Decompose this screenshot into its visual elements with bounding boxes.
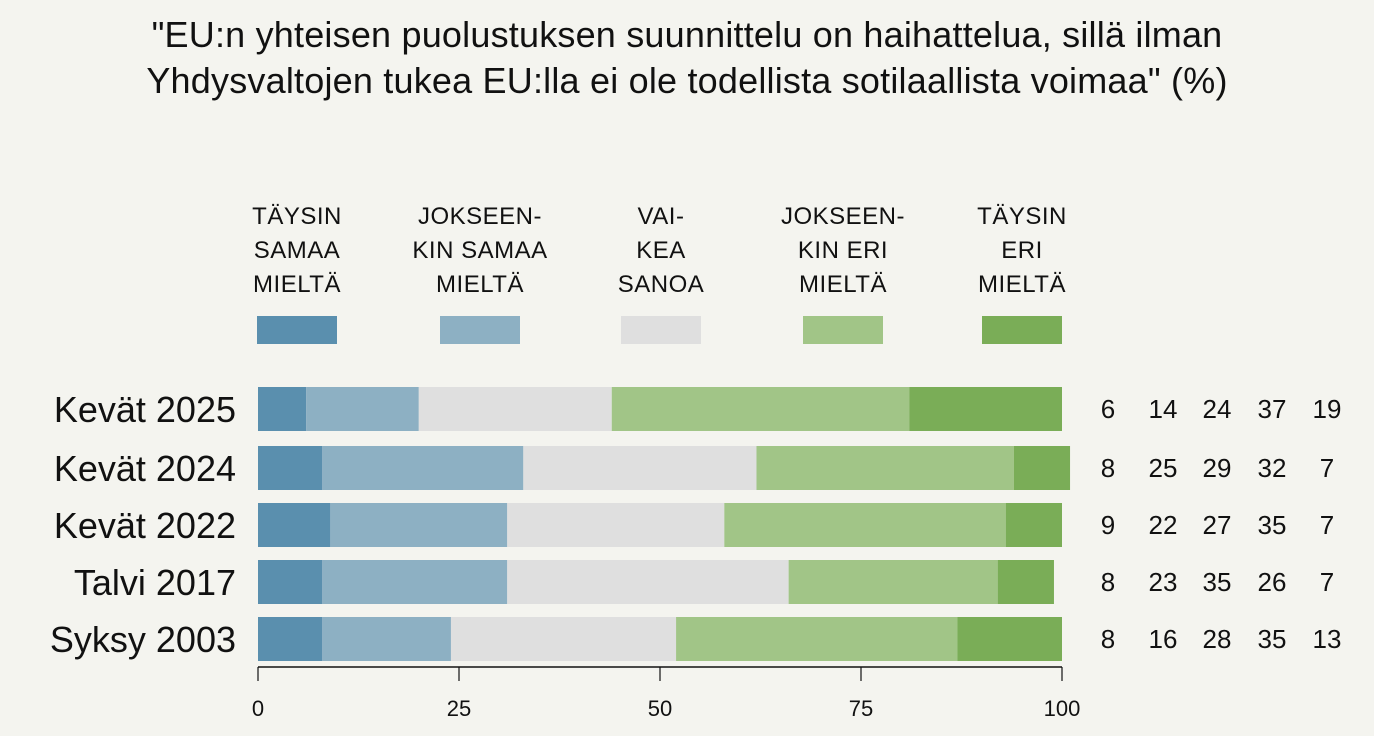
legend-label: TÄYSIN SAMAA MIELTÄ (252, 203, 342, 298)
bar-segment (258, 560, 323, 604)
bar-segment (724, 503, 1006, 547)
bar-segment (997, 560, 1054, 604)
category-label: Kevät 2024 (54, 448, 236, 489)
bar-segment (957, 617, 1062, 661)
chart-title-line-2: Yhdysvaltojen tukea EU:lla ei ole todell… (146, 60, 1228, 101)
legend-item: VAI- KEA SANOA (576, 200, 746, 344)
bar-segment (676, 617, 958, 661)
x-tick-label: 100 (1044, 696, 1081, 721)
legend-item: JOKSEEN- KIN SAMAA MIELTÄ (395, 200, 565, 344)
value-label: 25 (1149, 453, 1178, 483)
category-label: Kevät 2025 (54, 389, 236, 430)
bar-segment (322, 560, 508, 604)
value-label: 35 (1203, 567, 1232, 597)
value-label: 28 (1203, 624, 1232, 654)
value-label: 8 (1101, 567, 1115, 597)
value-label: 7 (1320, 567, 1334, 597)
x-tick-label: 50 (648, 696, 672, 721)
bar-segment (330, 503, 508, 547)
value-label: 14 (1149, 394, 1178, 424)
bar-segment (322, 446, 524, 490)
value-label: 29 (1203, 453, 1232, 483)
bar-segment (258, 617, 323, 661)
value-label: 37 (1258, 394, 1287, 424)
legend-swatch (803, 316, 883, 344)
value-label: 32 (1258, 453, 1287, 483)
legend-label: TÄYSIN ERI MIELTÄ (977, 203, 1067, 298)
category-label: Talvi 2017 (74, 562, 236, 603)
bar-segment (507, 503, 725, 547)
value-label: 8 (1101, 624, 1115, 654)
x-tick-label: 75 (849, 696, 873, 721)
category-label: Kevät 2022 (54, 505, 236, 546)
value-label: 16 (1149, 624, 1178, 654)
value-label: 7 (1320, 510, 1334, 540)
legend-swatch (257, 316, 337, 344)
bar-segment (1005, 503, 1062, 547)
x-tick-label: 0 (252, 696, 264, 721)
value-label: 22 (1149, 510, 1178, 540)
bar-segment (306, 387, 419, 431)
bar-segment (507, 560, 789, 604)
value-label: 26 (1258, 567, 1287, 597)
legend-item: TÄYSIN SAMAA MIELTÄ (212, 200, 382, 344)
legend-swatch (982, 316, 1062, 344)
value-label: 23 (1149, 567, 1178, 597)
legend-item: TÄYSIN ERI MIELTÄ (937, 200, 1107, 344)
legend-label: VAI- KEA SANOA (617, 203, 705, 298)
bar-segment (418, 387, 612, 431)
value-label: 19 (1313, 394, 1342, 424)
value-label: 8 (1101, 453, 1115, 483)
legend-swatch (440, 316, 520, 344)
value-label: 24 (1203, 394, 1232, 424)
legend-item: JOKSEEN- KIN ERI MIELTÄ (758, 200, 928, 344)
legend-label: JOKSEEN- KIN ERI MIELTÄ (780, 203, 906, 298)
value-label: 9 (1101, 510, 1115, 540)
value-label: 6 (1101, 394, 1115, 424)
legend-swatch (621, 316, 701, 344)
category-label: Syksy 2003 (50, 619, 236, 660)
chart-title-line-1: "EU:n yhteisen puolustuksen suunnittelu … (151, 14, 1223, 55)
bar-segment (258, 387, 307, 431)
bar-segment (756, 446, 1014, 490)
value-label: 13 (1313, 624, 1342, 654)
value-label: 35 (1258, 510, 1287, 540)
bar-segment (909, 387, 1062, 431)
bar-segment (258, 503, 331, 547)
bar-segment (322, 617, 451, 661)
bar-segment (788, 560, 998, 604)
bar-segment (1013, 446, 1071, 490)
bar-segment (450, 617, 677, 661)
value-label: 35 (1258, 624, 1287, 654)
x-tick-label: 25 (447, 696, 471, 721)
value-label: 7 (1320, 453, 1334, 483)
value-label: 27 (1203, 510, 1232, 540)
bar-segment (523, 446, 757, 490)
bar-segment (611, 387, 910, 431)
bar-segment (258, 446, 323, 490)
chart-title: "EU:n yhteisen puolustuksen suunnittelu … (0, 12, 1374, 104)
legend-label: JOKSEEN- KIN SAMAA MIELTÄ (412, 203, 548, 298)
